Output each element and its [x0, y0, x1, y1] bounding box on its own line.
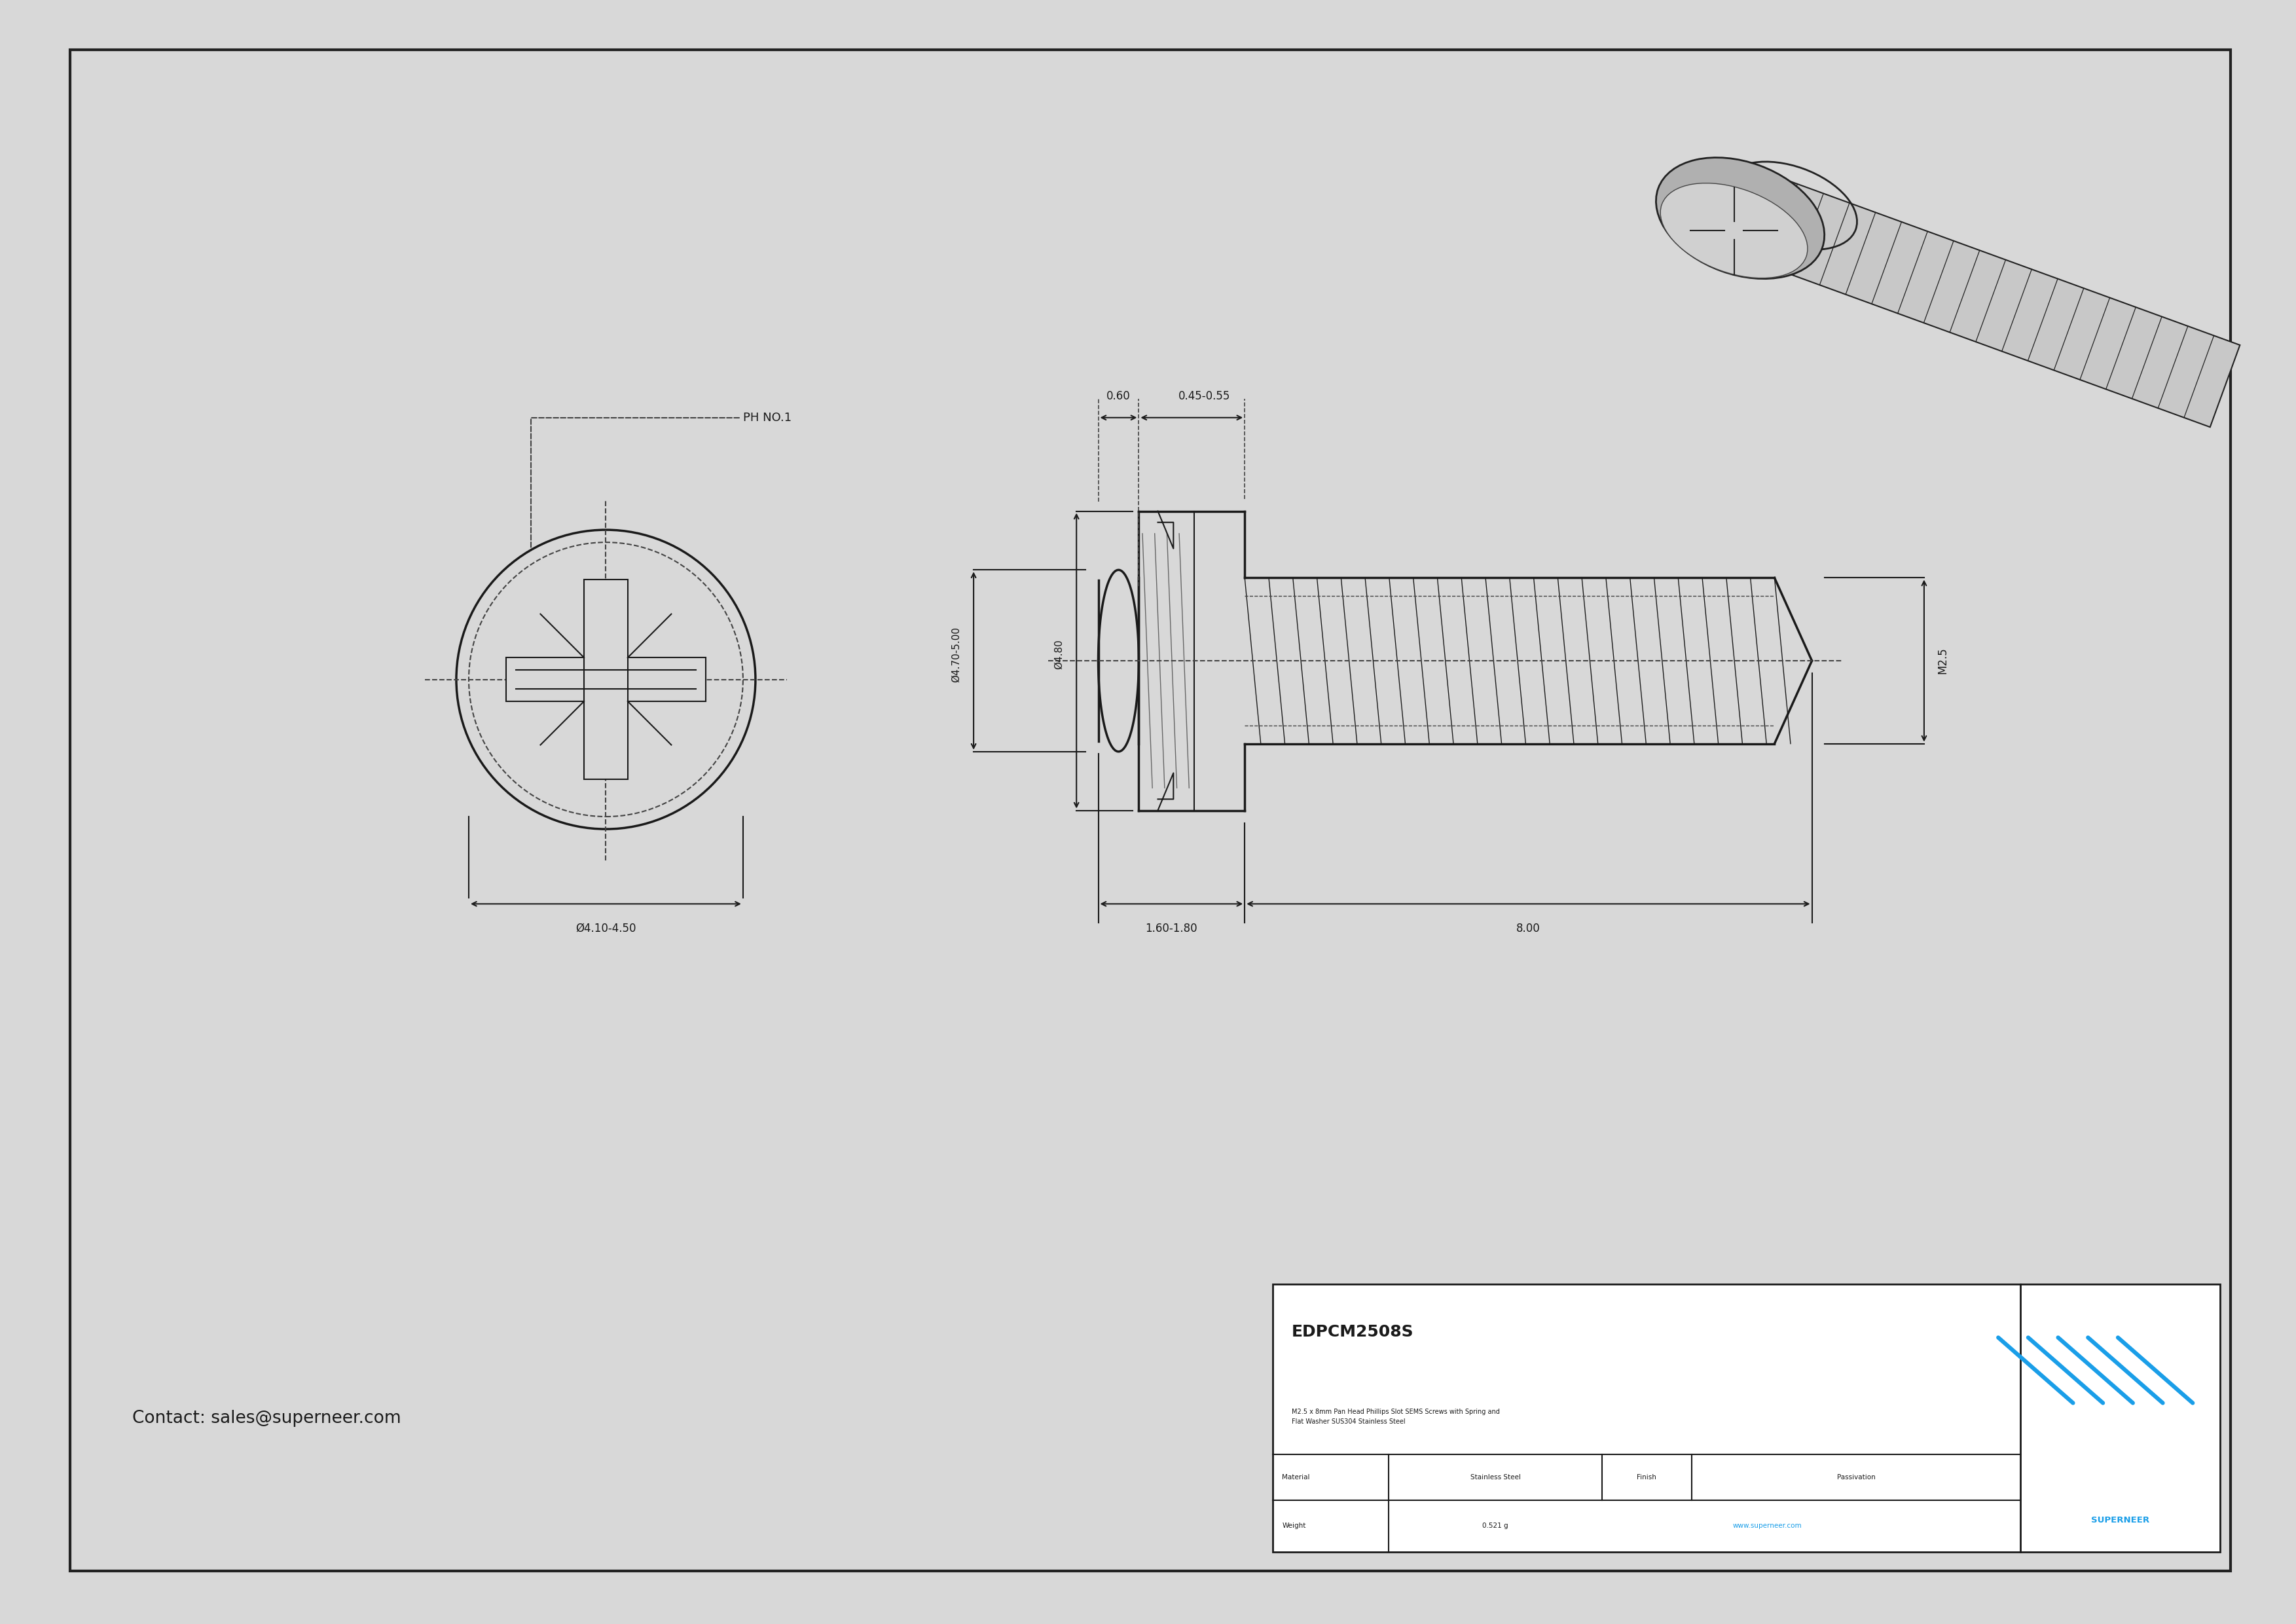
Text: Weight: Weight [1281, 1523, 1306, 1530]
Text: 0.521 g: 0.521 g [1483, 1523, 1508, 1530]
Text: M2.5 x 8mm Pan Head Phillips Slot SEMS Screws with Spring and
Flat Washer SUS304: M2.5 x 8mm Pan Head Phillips Slot SEMS S… [1290, 1408, 1499, 1424]
Bar [1272, 1285, 2220, 1553]
Text: Ø4.10-4.50: Ø4.10-4.50 [576, 922, 636, 934]
Text: Stainless Steel: Stainless Steel [1469, 1475, 1520, 1481]
Text: www.superneer.com: www.superneer.com [1733, 1523, 1802, 1530]
Text: PH NO.1: PH NO.1 [530, 412, 792, 547]
Polygon shape [592, 627, 618, 654]
Text: Finish: Finish [1637, 1475, 1655, 1481]
Text: Material: Material [1281, 1475, 1311, 1481]
Text: M2.5: M2.5 [1936, 648, 1949, 674]
Bar [505, 658, 705, 702]
Text: 8.00: 8.00 [1515, 922, 1541, 934]
Bar [583, 580, 627, 780]
Text: Ø4.80: Ø4.80 [1054, 640, 1063, 669]
Text: SUPERNEER: SUPERNEER [2092, 1515, 2149, 1525]
Text: EDPCM2508S: EDPCM2508S [1290, 1324, 1414, 1340]
Text: Contact: sales@superneer.com: Contact: sales@superneer.com [133, 1410, 402, 1427]
Text: Passivation: Passivation [1837, 1475, 1876, 1481]
Polygon shape [1743, 174, 2241, 427]
Text: 0.45-0.55: 0.45-0.55 [1178, 390, 1231, 403]
Text: 0.60: 0.60 [1107, 390, 1130, 403]
Text: 1.60-1.80: 1.60-1.80 [1146, 922, 1199, 934]
Ellipse shape [1660, 184, 1807, 278]
Ellipse shape [1655, 158, 1825, 279]
Text: Ø4.70-5.00: Ø4.70-5.00 [951, 627, 962, 682]
